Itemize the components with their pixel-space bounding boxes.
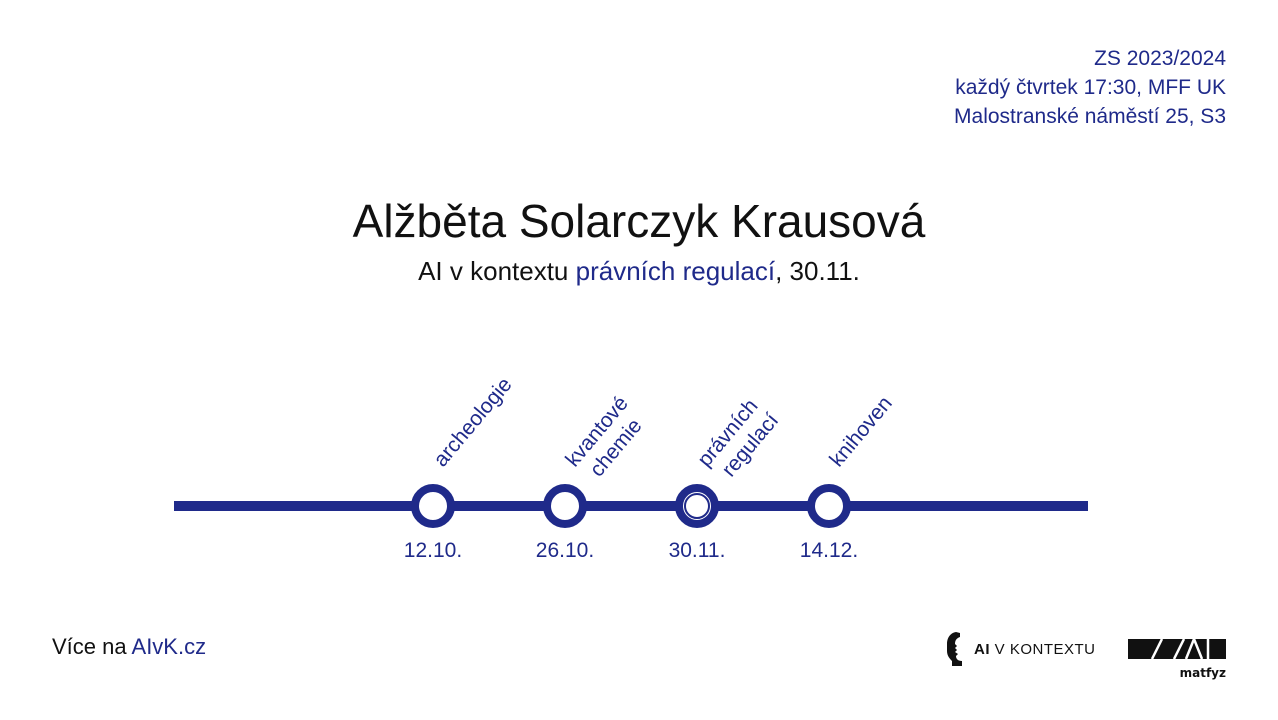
event-info: ZS 2023/2024 každý čtvrtek 17:30, MFF UK… (954, 44, 1226, 131)
lecture-subtitle: AI v kontextu právních regulací, 30.11. (0, 256, 1278, 287)
logo-ai-rest: V KONTEXTU (990, 640, 1096, 658)
speaker-name: Alžběta Solarczyk Krausová (352, 195, 926, 247)
logo-ai-bold: AI (974, 640, 990, 658)
more-info: Více na AIvK.cz (52, 634, 206, 660)
matfyz-name: matfyz (1179, 666, 1226, 680)
lecture-timeline: 12.10.archeologie26.10.kvantovéchemie30.… (174, 373, 1088, 562)
schedule-text: každý čtvrtek 17:30, MFF UK (955, 76, 1226, 99)
timeline-stop-2 (543, 484, 587, 528)
subtitle-suffix: , 30.11. (775, 256, 860, 286)
timeline-stop-4 (807, 484, 851, 528)
semester-text: ZS 2023/2024 (1094, 47, 1226, 70)
head-profile-icon (947, 632, 962, 666)
subtitle-topic: právních regulací (575, 256, 776, 286)
timeline-topic-4-line-1: knihoven (825, 392, 897, 471)
timeline-date-4: 14.12. (800, 539, 858, 562)
website-link[interactable]: AIvK.cz (131, 634, 207, 659)
timeline-date-3: 30.11. (669, 539, 726, 562)
subtitle-prefix: AI v kontextu (418, 256, 576, 286)
more-prefix: Více na (52, 634, 132, 659)
matfyz-logo: matfyz (1128, 635, 1226, 680)
current-stop-marker (684, 493, 710, 519)
matfyz-mark-icon (1128, 635, 1226, 660)
timeline-date-1: 12.10. (404, 539, 462, 562)
timeline-topic-1-line-1: archeologie (429, 373, 516, 471)
timeline-stop-1 (411, 484, 455, 528)
ai-v-kontextu-logo: AI V KONTEXTU (946, 631, 1096, 667)
location-text: Malostranské náměstí 25, S3 (954, 105, 1226, 128)
timeline-date-2: 26.10. (536, 539, 594, 562)
